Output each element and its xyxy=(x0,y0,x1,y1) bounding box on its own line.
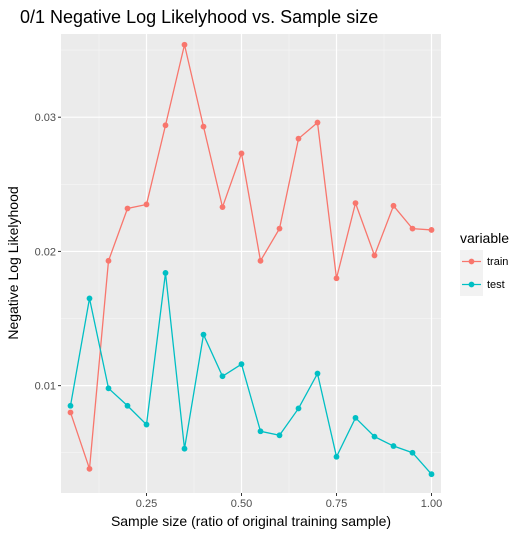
data-point-train xyxy=(333,275,340,282)
data-point-test xyxy=(276,432,283,439)
plot-panel xyxy=(61,34,441,493)
legend-key-point xyxy=(468,258,475,265)
data-point-train xyxy=(352,200,359,207)
data-point-train xyxy=(124,205,131,212)
data-point-train xyxy=(276,225,283,232)
data-point-test xyxy=(314,370,321,377)
data-point-test xyxy=(333,453,340,460)
data-point-train xyxy=(105,257,112,264)
data-point-test xyxy=(219,373,226,380)
data-point-test xyxy=(295,405,302,412)
data-point-train xyxy=(257,257,264,264)
y-tick-label: 0.03 xyxy=(35,112,56,124)
data-point-train xyxy=(67,409,74,416)
legend-key-point xyxy=(468,281,475,288)
data-point-train xyxy=(219,204,226,211)
legend-items: train test xyxy=(460,250,508,296)
x-axis-label: Sample size (ratio of original training … xyxy=(111,513,391,529)
data-point-test xyxy=(181,445,188,452)
data-point-test xyxy=(238,361,245,368)
grid-major xyxy=(61,34,441,493)
x-axis: 0.25 0.50 0.75 1.00 xyxy=(136,493,442,510)
data-point-train xyxy=(295,135,302,142)
data-point-train xyxy=(314,119,321,126)
series-line-train xyxy=(69,44,432,470)
data-point-test xyxy=(409,449,416,456)
series-layer xyxy=(67,41,435,478)
data-point-test xyxy=(86,295,93,302)
data-point-train xyxy=(86,465,93,472)
data-point-train xyxy=(181,41,188,48)
y-axis: 0.01 0.02 0.03 xyxy=(35,112,61,393)
data-point-test xyxy=(352,414,359,421)
data-point-train xyxy=(143,201,150,208)
data-point-test xyxy=(200,331,207,338)
y-tick-label: 0.02 xyxy=(35,246,56,258)
x-tick-label: 0.75 xyxy=(326,498,347,510)
data-point-test xyxy=(124,402,131,409)
data-point-test xyxy=(105,385,112,392)
data-point-test xyxy=(67,402,74,409)
chart-title: 0/1 Negative Log Likelyhood vs. Sample s… xyxy=(20,7,378,27)
grid-minor xyxy=(61,34,441,493)
legend: variable train test xyxy=(460,230,509,296)
data-point-test xyxy=(257,428,264,435)
data-point-train xyxy=(162,122,169,129)
legend-label: test xyxy=(487,279,505,291)
x-tick-label: 1.00 xyxy=(421,498,442,510)
y-axis-label: Negative Log Likelyhood xyxy=(5,186,21,339)
data-point-train xyxy=(238,150,245,157)
data-point-test xyxy=(371,433,378,440)
legend-title: variable xyxy=(460,230,509,246)
x-tick-label: 0.50 xyxy=(231,498,252,510)
data-point-train xyxy=(409,225,416,232)
data-point-train xyxy=(390,202,397,209)
data-point-test xyxy=(162,269,169,276)
data-point-train xyxy=(371,252,378,259)
data-point-test xyxy=(390,443,397,449)
data-point-test xyxy=(428,471,435,478)
x-tick-label: 0.25 xyxy=(136,498,157,510)
data-point-train xyxy=(428,227,435,233)
data-point-train xyxy=(200,123,207,130)
legend-label: train xyxy=(487,256,508,268)
data-point-test xyxy=(143,421,150,428)
series-line-test xyxy=(69,272,432,475)
y-tick-label: 0.01 xyxy=(35,381,56,393)
